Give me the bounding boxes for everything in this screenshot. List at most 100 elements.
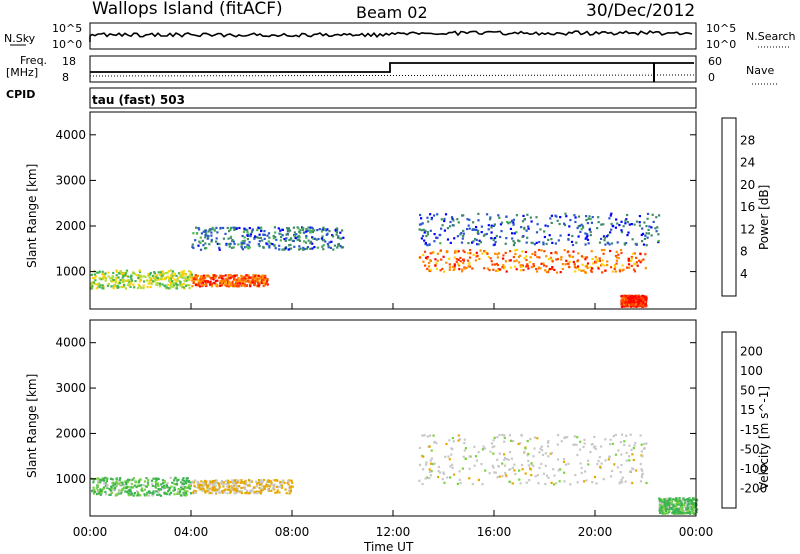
data-cell (142, 284, 145, 287)
data-cell (679, 506, 682, 509)
data-cell (243, 227, 246, 230)
data-cell (626, 298, 629, 302)
data-cell (541, 453, 545, 456)
data-cell (280, 236, 283, 239)
data-cell (214, 283, 217, 286)
data-cell (118, 280, 121, 283)
data-cell (218, 248, 221, 251)
data-cell (424, 477, 427, 480)
data-cell (212, 277, 215, 280)
data-cell (278, 482, 281, 485)
y-tick-label: 1000 (55, 472, 86, 486)
data-cell (222, 484, 225, 487)
data-cell (187, 278, 190, 281)
data-cell (504, 474, 507, 477)
data-cell (592, 262, 595, 265)
data-cell (309, 247, 312, 250)
data-cell (604, 438, 607, 441)
data-cell (233, 274, 237, 277)
data-cell (418, 446, 421, 449)
data-cell (216, 285, 219, 288)
data-cell (546, 225, 550, 228)
data-cell (215, 237, 218, 240)
data-cell (215, 240, 218, 243)
data-cell (240, 241, 243, 244)
data-cell (246, 238, 249, 241)
data-cell (216, 279, 219, 282)
data-cell (185, 279, 188, 282)
data-cell (289, 247, 293, 250)
data-cell (148, 279, 151, 283)
data-cell (138, 269, 141, 272)
data-cell (258, 282, 261, 285)
data-cell (140, 275, 143, 278)
data-cell (237, 243, 240, 246)
data-cell (585, 236, 588, 239)
data-cell (442, 270, 446, 273)
data-cell (500, 230, 503, 233)
data-cell (526, 265, 529, 268)
data-cell (162, 484, 166, 487)
data-cell (261, 274, 264, 277)
data-cell (486, 213, 489, 216)
data-cell (527, 267, 530, 270)
data-cell (612, 435, 615, 438)
data-cell (140, 487, 144, 490)
data-cell (641, 240, 644, 243)
data-cell (684, 501, 687, 504)
data-cell (222, 485, 225, 488)
data-cell (491, 446, 494, 449)
data-cell (635, 469, 638, 472)
data-cell (311, 236, 314, 239)
data-cell (199, 248, 203, 251)
data-cell (117, 286, 120, 289)
data-cell (204, 242, 207, 245)
data-cell (267, 232, 271, 235)
data-cell (644, 267, 647, 270)
data-cell (548, 234, 551, 237)
data-cell (481, 448, 484, 451)
data-cell (587, 217, 590, 220)
data-cell (187, 486, 190, 489)
data-cell (112, 287, 115, 290)
data-cell (310, 226, 314, 229)
data-cell (173, 488, 176, 491)
data-cell (440, 258, 443, 261)
data-cell (628, 302, 631, 305)
data-cell (107, 275, 110, 278)
data-cell (218, 276, 221, 279)
data-cell (245, 491, 248, 494)
data-cell (609, 438, 612, 441)
data-cell (626, 213, 629, 217)
data-cell (149, 271, 152, 275)
data-cell (189, 273, 192, 276)
data-cell (287, 480, 290, 483)
data-cell (126, 279, 129, 282)
data-cell (316, 229, 319, 232)
data-cell (184, 486, 187, 489)
data-cell (526, 454, 529, 457)
data-cell (623, 298, 626, 301)
data-cell (170, 274, 173, 277)
data-cell (428, 477, 431, 480)
data-cell (229, 490, 232, 493)
data-cell (573, 214, 576, 217)
data-cell (492, 224, 495, 227)
data-cell (640, 259, 643, 262)
data-cell (451, 466, 454, 469)
data-cell (434, 264, 437, 267)
data-cell (626, 266, 629, 269)
data-cell (292, 239, 295, 243)
data-cell (504, 260, 507, 263)
data-cell (157, 271, 160, 274)
data-cell (557, 469, 560, 472)
data-cell (453, 473, 456, 476)
data-cell (153, 272, 157, 275)
data-cell (580, 223, 583, 226)
data-cell (189, 481, 192, 484)
data-cell (117, 282, 120, 285)
data-cell (527, 464, 530, 467)
data-cell (678, 497, 681, 500)
data-cell (220, 281, 224, 284)
